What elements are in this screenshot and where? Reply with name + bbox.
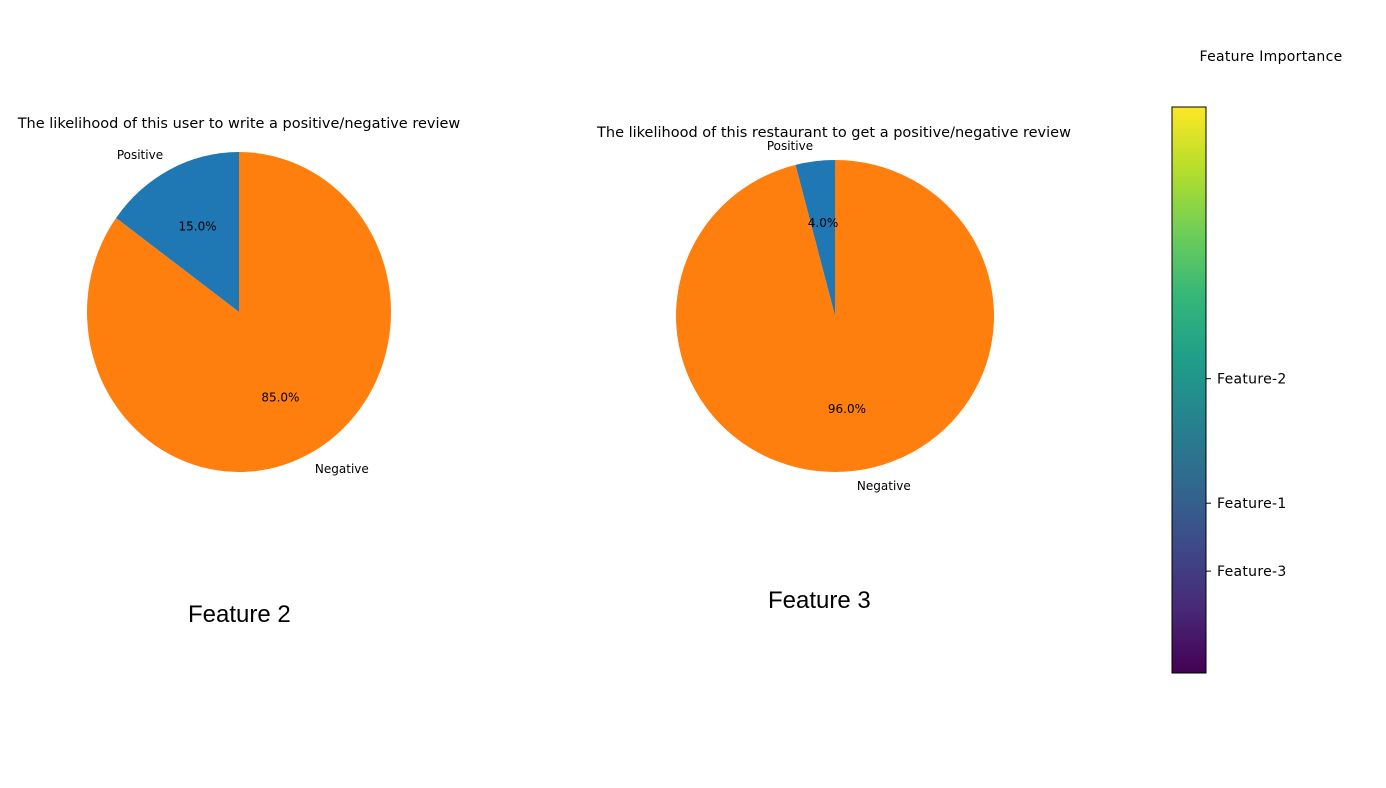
colorbar: Feature Importance Feature-2Feature-1Fea… xyxy=(1171,49,1343,674)
pie-restaurant-title: The likelihood of this restaurant to get… xyxy=(596,125,1071,141)
pie-category-label-negative: Negative xyxy=(857,479,911,493)
pie-user-labels: 15.0% Positive 85.0% Negative xyxy=(117,148,369,476)
pie-category-label-negative: Negative xyxy=(315,462,369,476)
pie-chart-restaurant: The likelihood of this restaurant to get… xyxy=(596,125,1071,493)
pie-wedge-negative xyxy=(675,160,994,473)
colorbar-tick-label-feature-1: Feature-1 xyxy=(1217,496,1287,512)
pie-category-label-positive: Positive xyxy=(767,139,813,153)
pie-wedge-positive xyxy=(116,152,239,312)
pie-chart-user: The likelihood of this user to write a p… xyxy=(17,116,461,476)
colorbar-title: Feature Importance xyxy=(1200,49,1343,65)
pie-pct-label-negative: 96.0% xyxy=(828,402,866,416)
caption-feature-3: Feature 3 xyxy=(768,587,871,614)
pie-pct-label-positive: 4.0% xyxy=(808,216,839,230)
pie-restaurant-wedges xyxy=(675,160,994,473)
pie-user-title: The likelihood of this user to write a p… xyxy=(17,116,461,132)
colorbar-ticks: Feature-2 Feature-1 Feature-3 xyxy=(1206,372,1287,580)
pie-restaurant-labels: 4.0% Positive 96.0% Negative xyxy=(767,139,911,493)
colorbar-tick-label-feature-3: Feature-3 xyxy=(1217,564,1287,580)
caption-feature-2: Feature 2 xyxy=(188,601,291,628)
colorbar-gradient xyxy=(1171,106,1207,674)
pie-wedge-positive xyxy=(795,160,835,316)
pie-user-wedges xyxy=(87,152,392,472)
pie-pct-label-positive: 15.0% xyxy=(179,219,217,233)
colorbar-tick-label-feature-2: Feature-2 xyxy=(1217,372,1287,388)
pie-pct-label-negative: 85.0% xyxy=(261,391,299,405)
pie-category-label-positive: Positive xyxy=(117,148,163,162)
pie-wedge-negative xyxy=(87,152,392,472)
